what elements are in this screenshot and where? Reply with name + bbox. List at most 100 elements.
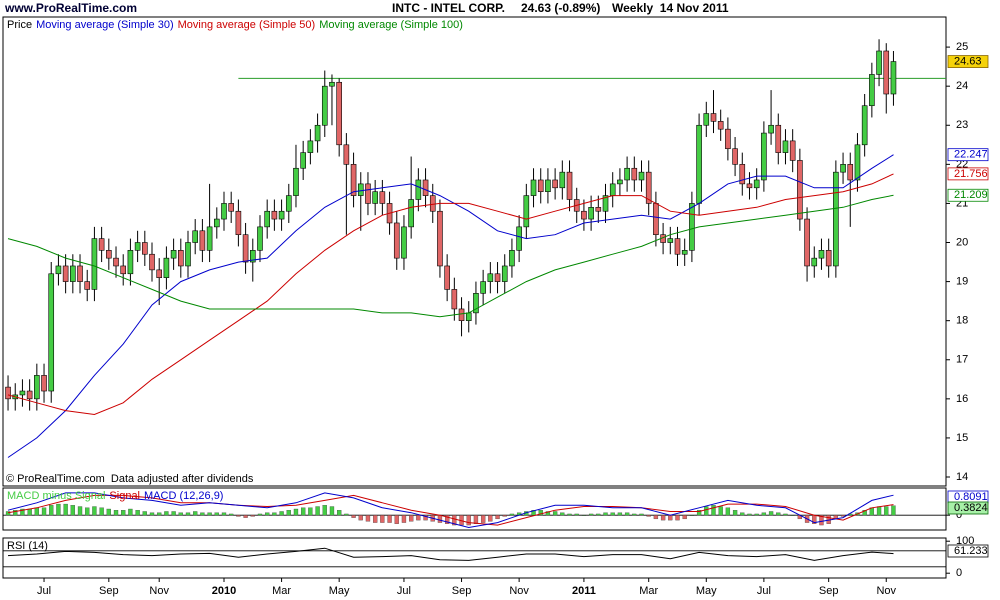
histogram-bar <box>632 513 637 516</box>
panel-content <box>3 492 946 529</box>
candle-body <box>178 250 184 267</box>
candle-body <box>588 207 594 220</box>
histogram-bar <box>70 505 75 516</box>
histogram-bar <box>495 515 500 520</box>
histogram-bar <box>106 508 111 516</box>
y-tick-label: 19 <box>956 276 968 288</box>
histogram-bar <box>92 506 97 516</box>
candle-body <box>581 210 587 220</box>
histogram-bar <box>142 511 147 516</box>
histogram-bar <box>63 503 68 516</box>
histogram-bar <box>351 515 356 518</box>
candle-body <box>516 226 522 251</box>
histogram-bar <box>5 511 11 516</box>
histogram-bar <box>257 513 263 516</box>
histogram-bar <box>416 515 421 521</box>
candle-body <box>883 50 890 95</box>
candle-body <box>257 226 263 251</box>
candle-body <box>797 160 803 220</box>
histogram-bar <box>308 507 313 516</box>
y-tick-label: 18 <box>956 315 968 327</box>
candle-body <box>717 121 724 130</box>
histogram-bar <box>567 513 572 516</box>
candle-body <box>890 61 897 95</box>
histogram-bar <box>488 515 493 522</box>
value-tag-label: 24.63 <box>954 55 982 67</box>
histogram-bar <box>675 515 680 521</box>
histogram-bar <box>236 515 241 517</box>
x-tick-label: Mar <box>639 585 658 597</box>
histogram-bar <box>293 508 299 516</box>
value-tag <box>947 55 989 68</box>
histogram-bar <box>653 515 659 520</box>
candle-body <box>228 203 234 212</box>
candle-body <box>537 179 544 193</box>
candle-body <box>422 179 429 196</box>
candle-body <box>840 164 846 173</box>
value-tag <box>947 148 989 162</box>
candle-body <box>113 257 119 267</box>
candle-body <box>753 179 760 189</box>
histogram-bar <box>891 505 896 516</box>
value-tag-label: 0.3824 <box>954 502 988 514</box>
histogram-bar <box>473 515 479 524</box>
histogram-bar <box>732 510 738 516</box>
candle-body <box>134 242 141 251</box>
candle-body <box>127 250 134 275</box>
candle-body <box>739 164 746 185</box>
candle-body <box>444 265 450 290</box>
histogram-bar <box>229 513 234 516</box>
candle-body <box>530 179 537 196</box>
histogram-bar <box>423 515 428 521</box>
histogram-bar <box>121 510 126 516</box>
histogram-bar <box>85 507 90 516</box>
candle-body <box>631 167 638 181</box>
y-tick-label: 100 <box>956 535 974 547</box>
candle-body <box>854 144 861 181</box>
histogram-bar <box>668 515 673 521</box>
histogram-bar <box>99 507 104 516</box>
candle-body <box>458 308 465 321</box>
histogram-bar <box>581 515 587 516</box>
candle-body <box>509 250 515 267</box>
candle-body <box>357 183 364 196</box>
histogram-bar <box>761 512 767 516</box>
candle-body <box>235 210 242 235</box>
candle-body <box>782 140 789 153</box>
candle-body <box>98 238 105 251</box>
histogram-bar <box>193 511 198 516</box>
histogram-bar <box>509 513 515 516</box>
candle-body <box>559 171 566 189</box>
histogram-bar <box>588 513 594 516</box>
series-line <box>7 492 894 529</box>
histogram-bar <box>279 511 284 516</box>
histogram-bar <box>452 515 457 526</box>
series-line <box>7 547 894 561</box>
histogram-bar <box>502 515 507 517</box>
x-tick-label: 2010 <box>212 585 236 597</box>
x-tick-label: Nov <box>876 585 896 597</box>
candle-body <box>811 257 818 267</box>
series-line <box>7 194 894 318</box>
legend-entry: Price <box>7 19 32 31</box>
candle-body <box>667 238 674 243</box>
histogram-bar <box>20 508 25 516</box>
candle-body <box>833 171 839 267</box>
value-tag-label: 22.247 <box>954 149 988 161</box>
histogram-bar <box>322 505 327 516</box>
candle-body <box>120 265 127 275</box>
histogram-bar <box>250 515 255 517</box>
candle-body <box>329 81 335 87</box>
candle-body <box>26 390 33 400</box>
candle-body <box>84 281 91 290</box>
candle-body <box>653 203 659 235</box>
candle-body <box>415 179 422 200</box>
candle-body <box>861 105 868 146</box>
histogram-bar <box>265 512 270 516</box>
candle-body <box>379 191 386 204</box>
histogram-bar <box>747 513 752 516</box>
candle-body <box>106 250 112 259</box>
candle-body <box>761 132 767 181</box>
candle-body <box>725 128 731 150</box>
